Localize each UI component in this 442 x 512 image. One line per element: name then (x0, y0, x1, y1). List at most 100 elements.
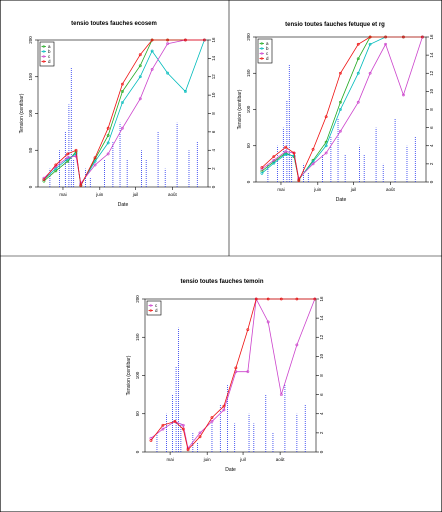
x-axis-tick-label: août (386, 187, 396, 192)
legend-marker (149, 309, 152, 312)
data-point-b (121, 101, 124, 104)
data-point-b (166, 71, 169, 75)
data-point-c (150, 68, 154, 71)
y2-axis-tick-label: 6 (319, 393, 324, 396)
data-point-d (93, 156, 97, 160)
data-point-d (384, 35, 387, 39)
x-axis-tick-label: août (168, 192, 178, 197)
y2-axis-tick-label: 8 (429, 108, 434, 111)
series-line-c (150, 297, 316, 450)
data-point-d (79, 184, 83, 187)
data-point-d (272, 155, 276, 159)
y-axis-tick-label: 150 (28, 73, 33, 81)
y2-axis-tick-label: 4 (319, 412, 324, 415)
series-line-d (261, 36, 423, 182)
y2-axis-tick-label: 10 (429, 88, 434, 94)
y2-axis-tick-label: 0 (429, 180, 434, 183)
y-axis-tick-label: 150 (135, 333, 140, 341)
y2-axis-tick-label: 2 (211, 167, 216, 170)
y-axis-tick-label: 50 (28, 147, 33, 153)
series-line-a (43, 39, 205, 187)
y2-axis-tick-label: 16 (211, 37, 216, 43)
y2-axis-tick-label: 8 (211, 112, 216, 115)
series-line-c (43, 39, 205, 185)
data-point-d (149, 439, 153, 442)
y2-axis-tick-label: 14 (429, 52, 434, 58)
legend-label: d (155, 308, 158, 313)
data-point-c (66, 156, 70, 160)
data-point-d (166, 38, 169, 42)
legend-label: a (48, 44, 51, 49)
data-point-d (246, 328, 250, 332)
data-point-d (161, 423, 165, 427)
data-point-b (260, 171, 264, 175)
data-point-d (184, 38, 187, 42)
series-line-c (261, 36, 423, 180)
data-point-a (121, 90, 124, 93)
data-point-d (198, 435, 202, 439)
y2-axis-tick-label: 16 (319, 296, 324, 302)
y2-axis-tick-label: 2 (319, 431, 324, 434)
y2-axis-tick-label: 10 (211, 92, 216, 98)
data-point-d (421, 35, 424, 39)
data-point-c (181, 423, 185, 427)
legend-marker (260, 52, 263, 55)
data-point-b (106, 141, 110, 145)
data-point-c (324, 151, 328, 155)
y2-axis-tick-label: 4 (429, 144, 434, 147)
y2-axis-tick-label: 14 (319, 315, 324, 321)
series-line-a (261, 36, 423, 181)
legend-label: d (266, 56, 269, 61)
data-point-c (384, 42, 387, 46)
data-point-d (210, 416, 214, 419)
data-point-d (324, 115, 328, 119)
legend-box (146, 300, 162, 316)
data-point-c (246, 370, 250, 374)
data-point-d (356, 42, 360, 46)
y-axis-tick-label: 0 (28, 185, 33, 188)
data-point-c (166, 42, 169, 46)
chart-panel-fetuque-rg: tensio toutes fauches fetuque et rg 0 50 10… (237, 22, 434, 203)
data-point-d (74, 148, 78, 152)
series-line-b (43, 39, 205, 186)
data-point-d (106, 126, 110, 130)
data-point-d (222, 404, 226, 408)
x-axis-tick-label: mai (166, 457, 173, 462)
legend-label: a (266, 41, 269, 46)
legend-marker (260, 47, 263, 50)
data-point-a (138, 64, 142, 68)
data-point-c (121, 126, 124, 130)
data-point-d (260, 166, 264, 169)
x-axis-tick-label: mai (59, 192, 66, 197)
chart-panel-ecosem: tensio toutes fauches ecosem050100150200… (19, 21, 216, 208)
x-axis-tick-label: mai (277, 187, 284, 192)
legend-marker (42, 50, 45, 53)
data-point-b (150, 49, 154, 53)
legend-box (257, 38, 273, 64)
data-point-d (368, 35, 372, 39)
data-point-b (368, 42, 372, 46)
legend-marker (260, 42, 263, 45)
data-point-b (93, 159, 97, 163)
y-axis-label: Tension (centibar) (19, 93, 25, 133)
data-point-d (313, 297, 317, 301)
y-axis-tick-label: 50 (246, 143, 251, 149)
y-axis-label: Tension (centibar) (237, 89, 243, 129)
data-point-c (272, 158, 276, 162)
data-point-c (210, 419, 214, 423)
data-point-c (161, 427, 165, 431)
data-point-d (292, 151, 296, 155)
x-axis-tick-label: juil (239, 457, 246, 462)
data-point-c (402, 93, 405, 97)
legend-marker (149, 304, 152, 307)
y-axis-tick-label: 200 (28, 36, 33, 44)
data-point-c (260, 167, 264, 171)
y-axis-tick-label: 0 (246, 180, 251, 183)
y-axis-tick-label: 50 (135, 411, 140, 417)
legend-label: d (48, 59, 51, 64)
data-point-d (254, 297, 258, 301)
data-point-b (339, 108, 342, 111)
data-point-d (42, 178, 46, 182)
data-point-d (279, 297, 283, 301)
